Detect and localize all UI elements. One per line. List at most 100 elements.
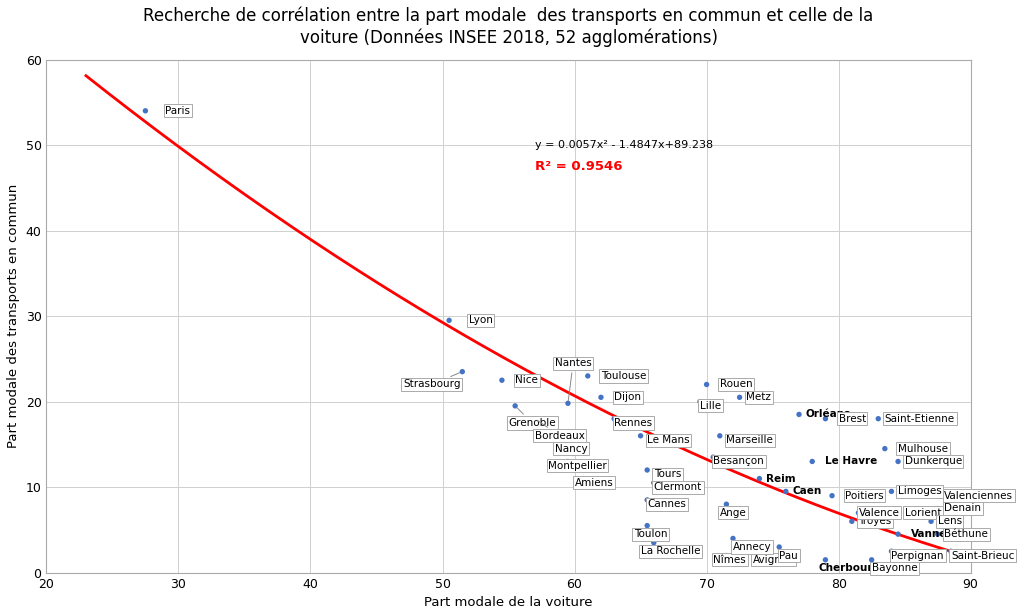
Point	[890, 508, 906, 517]
Point	[633, 431, 649, 440]
Point	[718, 551, 734, 561]
Point	[870, 414, 887, 424]
Text: Pau: Pau	[779, 551, 798, 561]
Point	[725, 533, 741, 543]
Point	[639, 521, 655, 530]
Text: Nantes: Nantes	[555, 358, 592, 400]
Text: Lille: Lille	[700, 401, 721, 411]
Point	[930, 491, 946, 501]
Text: Saint-Brieuc: Saint-Brieuc	[951, 551, 1014, 561]
Point	[692, 397, 709, 407]
Text: Vannes: Vannes	[911, 529, 953, 539]
Text: Lorient: Lorient	[904, 508, 941, 518]
Text: Valenciennes: Valenciennes	[944, 491, 1014, 501]
Point	[137, 106, 154, 116]
Text: Cannes: Cannes	[647, 499, 686, 509]
Text: Metz: Metz	[746, 392, 771, 402]
Text: Annecy: Annecy	[733, 542, 772, 552]
Point	[890, 529, 906, 539]
Text: Le Havre: Le Havre	[825, 456, 878, 466]
Point	[777, 487, 794, 496]
Point	[645, 478, 662, 488]
Point	[712, 431, 728, 440]
Point	[930, 503, 946, 513]
Point	[560, 456, 577, 466]
Text: Perpignan: Perpignan	[892, 551, 944, 561]
Text: Avignon: Avignon	[753, 555, 795, 565]
Text: Nice: Nice	[515, 375, 538, 385]
Text: Rennes: Rennes	[614, 418, 652, 428]
Point	[639, 495, 655, 505]
X-axis label: Part modale de la voiture: Part modale de la voiture	[424, 596, 593, 609]
Text: Bordeaux: Bordeaux	[535, 420, 585, 441]
Text: Montpellier: Montpellier	[548, 461, 607, 471]
Point	[580, 371, 596, 381]
Text: Le Mans: Le Mans	[647, 435, 690, 445]
Text: Denain: Denain	[944, 503, 981, 514]
Text: R² = 0.9546: R² = 0.9546	[535, 160, 623, 173]
Point	[890, 456, 906, 466]
Point	[606, 414, 623, 424]
Point	[850, 508, 866, 517]
Text: Orléans: Orléans	[806, 410, 851, 419]
Text: Reim: Reim	[766, 474, 796, 484]
Text: Paris: Paris	[165, 106, 190, 116]
Text: Marseille: Marseille	[726, 435, 773, 445]
Text: Troyes: Troyes	[858, 516, 892, 526]
Point	[884, 546, 900, 556]
Text: Ange: Ange	[720, 508, 746, 518]
Text: Amiens: Amiens	[574, 478, 613, 488]
Point	[441, 315, 458, 325]
Point	[560, 435, 577, 445]
Point	[844, 516, 860, 526]
Text: Tours: Tours	[653, 469, 681, 479]
Point	[494, 375, 510, 385]
Point	[930, 529, 946, 539]
Text: Dunkerque: Dunkerque	[904, 456, 962, 466]
Text: Poitiers: Poitiers	[845, 491, 884, 501]
Point	[923, 516, 939, 526]
Point	[507, 401, 523, 411]
Point	[586, 478, 602, 488]
Text: Nancy: Nancy	[555, 444, 588, 453]
Text: Toulouse: Toulouse	[601, 371, 646, 381]
Text: Clermont: Clermont	[653, 482, 702, 492]
Point	[705, 452, 721, 462]
Point	[454, 367, 470, 376]
Text: Dijon: Dijon	[614, 392, 641, 402]
Text: Rouen: Rouen	[720, 379, 753, 389]
Text: Bayonne: Bayonne	[871, 564, 918, 573]
Text: La Rochelle: La Rochelle	[641, 546, 700, 556]
Point	[863, 555, 880, 565]
Point	[744, 546, 761, 556]
Text: Besançon: Besançon	[713, 456, 764, 466]
Text: Saint-Etienne: Saint-Etienne	[885, 414, 955, 424]
Text: y = 0.0057x² - 1.4847x+89.238: y = 0.0057x² - 1.4847x+89.238	[535, 140, 713, 150]
Point	[560, 399, 577, 408]
Point	[817, 414, 834, 424]
Text: Caen: Caen	[793, 487, 821, 496]
Text: Limoges: Limoges	[898, 487, 942, 496]
Point	[593, 392, 609, 402]
Text: Béthune: Béthune	[944, 529, 988, 539]
Text: Cherbourg: Cherbourg	[819, 564, 881, 573]
Text: Lyon: Lyon	[469, 315, 493, 325]
Point	[791, 410, 807, 419]
Point	[884, 487, 900, 496]
Point	[731, 392, 748, 402]
Text: Strasbourg: Strasbourg	[402, 373, 461, 389]
Point	[718, 500, 734, 509]
Point	[817, 555, 834, 565]
Point	[645, 538, 662, 548]
Text: Brest: Brest	[839, 414, 866, 424]
Point	[943, 546, 959, 556]
Text: Mulhouse: Mulhouse	[898, 444, 948, 453]
Text: Grenoble: Grenoble	[509, 408, 556, 428]
Title: Recherche de corrélation entre la part modale  des transports en commun et celle: Recherche de corrélation entre la part m…	[143, 7, 873, 47]
Text: Nîmes: Nîmes	[713, 555, 745, 565]
Text: Valence: Valence	[858, 508, 899, 518]
Point	[526, 414, 543, 424]
Text: Toulon: Toulon	[634, 529, 668, 539]
Point	[824, 491, 841, 501]
Point	[639, 465, 655, 475]
